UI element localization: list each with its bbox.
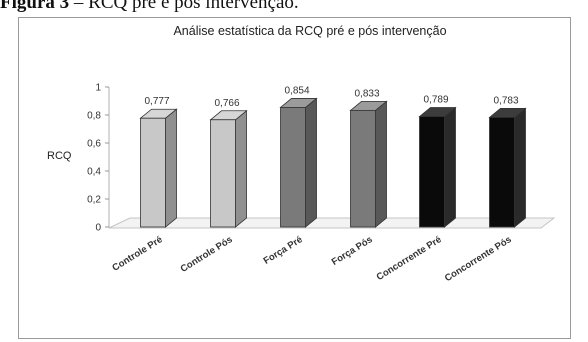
data-label: 0,833 [354, 88, 379, 99]
bar-4 [349, 100, 388, 228]
bar-6 [488, 107, 527, 228]
data-label: 0,777 [144, 96, 169, 107]
data-label: 0,766 [214, 98, 239, 109]
chart-title: Análise estatística da RCQ pré e pós int… [173, 24, 446, 38]
bar-5 [418, 106, 457, 228]
y-tick-label: 0,8 [87, 111, 101, 122]
bar-front-face [280, 107, 306, 228]
bar-side-face [375, 100, 387, 228]
category-label: Força Pós [330, 234, 375, 268]
bar-front-face [350, 109, 376, 228]
y-tick-label: 1 [95, 83, 101, 94]
bar-side-face [165, 108, 177, 228]
data-label: 0,854 [284, 85, 309, 96]
bar-side-face [444, 106, 456, 228]
y-tick-label: 0 [95, 223, 101, 234]
chart-floor [108, 217, 556, 229]
y-tick-label: 0,4 [87, 167, 101, 178]
category-label: Concorrente Pré [375, 234, 444, 283]
category-label: Controle Pré [110, 234, 164, 274]
figure-caption-label: Figura 3 [0, 0, 70, 13]
bar-front-face [210, 119, 236, 228]
bar-front-face [419, 116, 445, 228]
bar-side-face [514, 107, 526, 228]
category-label: Força Pré [262, 234, 305, 267]
bar-layer [139, 97, 527, 228]
category-label: Concorrente Pós [443, 234, 514, 284]
bar-front-face [489, 116, 515, 228]
figure-caption: Figura 3 – RCQ pré e pós intervenção. [0, 0, 299, 14]
bar-front-face [140, 117, 166, 228]
data-label: 0,783 [493, 95, 518, 106]
bar-3 [279, 97, 318, 228]
y-tick-label: 0,2 [87, 195, 101, 206]
bar-side-face [305, 97, 317, 228]
data-label: 0,789 [423, 95, 448, 106]
figure-caption-text: – RCQ pré e pós intervenção. [69, 0, 299, 13]
bar-2 [209, 109, 248, 228]
category-label: Controle Pós [179, 234, 235, 275]
bar-side-face [235, 109, 247, 228]
y-axis-label: RCQ [47, 150, 72, 162]
bar-1 [139, 108, 178, 228]
y-tick-label: 0,6 [87, 139, 101, 150]
